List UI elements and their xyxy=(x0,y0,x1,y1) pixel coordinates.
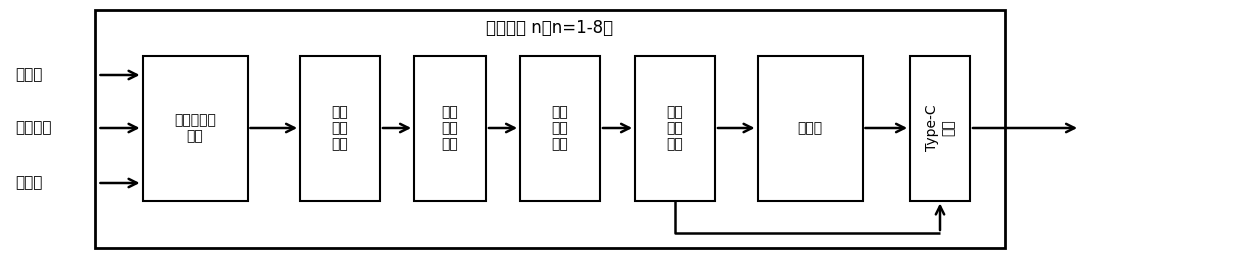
Bar xyxy=(95,10,1004,248)
Text: 负电极: 负电极 xyxy=(15,176,42,191)
Text: 二级
放大
电路: 二级 放大 电路 xyxy=(667,105,683,151)
Bar xyxy=(520,55,600,200)
Text: 高通
滤波
电路: 高通 滤波 电路 xyxy=(331,105,348,151)
Bar xyxy=(635,55,715,200)
Bar xyxy=(758,55,863,200)
Text: 电压跟随器
电路: 电压跟随器 电路 xyxy=(174,113,216,143)
Text: 低通
滤波
电路: 低通 滤波 电路 xyxy=(552,105,568,151)
Bar xyxy=(143,55,248,200)
Bar xyxy=(414,55,486,200)
Text: 正电极: 正电极 xyxy=(15,68,42,82)
Bar xyxy=(300,55,379,200)
Text: 一级
放大
电路: 一级 放大 电路 xyxy=(441,105,459,151)
Bar xyxy=(910,55,970,200)
Text: 参考电极: 参考电极 xyxy=(15,120,52,135)
Text: 气压计: 气压计 xyxy=(797,121,822,135)
Text: Type-C
接口: Type-C 接口 xyxy=(925,105,955,151)
Text: 传感模块 n（n=1-8）: 传感模块 n（n=1-8） xyxy=(486,19,614,37)
